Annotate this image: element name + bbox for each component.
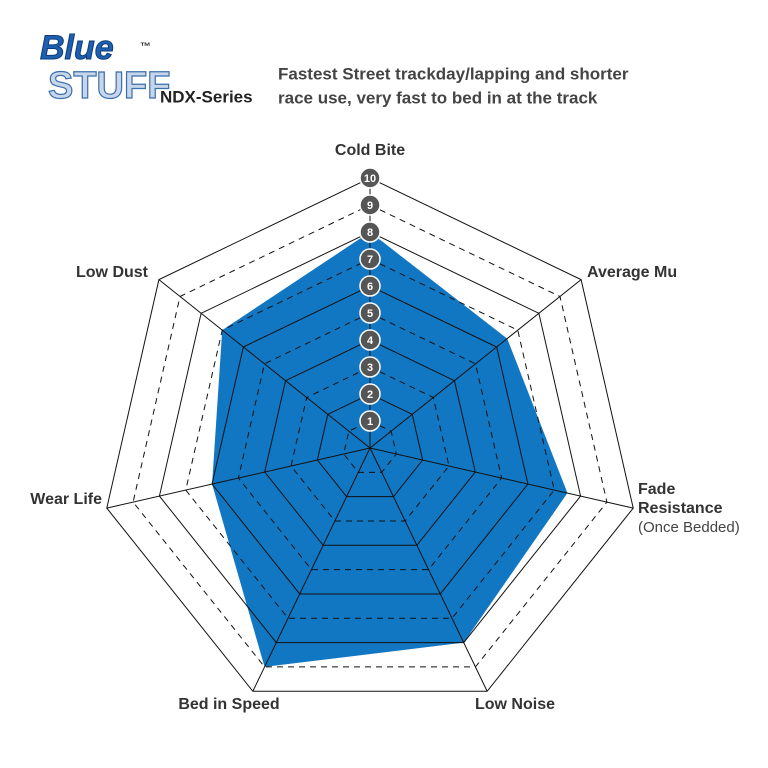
grid-ring <box>132 204 608 668</box>
r-tick-label: 6 <box>367 281 373 293</box>
series: NDX-Series <box>160 87 253 106</box>
category-label: Average Mu <box>587 264 677 281</box>
subtitle: Fastest Street trackday/lapping and shor… <box>278 64 629 83</box>
tick-badge <box>359 221 381 243</box>
grid-ring <box>237 312 503 571</box>
r-tick-label: 3 <box>367 362 373 374</box>
grid-ring <box>106 177 634 692</box>
grid-ring <box>185 258 555 619</box>
brand-bottom: STUFF <box>48 65 170 107</box>
axis-line <box>369 279 582 449</box>
subtitle: race use, very fast to bed in at the tra… <box>278 88 598 107</box>
r-tick-label: 8 <box>367 227 373 239</box>
category-label: Wear Life <box>30 491 102 508</box>
grid-ring <box>343 420 397 473</box>
r-tick-label: 5 <box>367 308 373 320</box>
grid-ring <box>158 231 582 644</box>
tick-badge <box>359 167 381 189</box>
axis-line <box>252 447 371 692</box>
tick-badge <box>359 275 381 297</box>
tick-badge <box>359 329 381 351</box>
r-tick-label: 7 <box>367 254 373 266</box>
category-label: Bed in Speed <box>178 696 279 713</box>
tick-badge <box>359 410 381 432</box>
category-label: Low Dust <box>76 264 149 281</box>
grid-ring <box>290 366 450 522</box>
category-label: Cold Bite <box>335 142 405 159</box>
trademark: ™ <box>140 41 151 53</box>
axis-line <box>369 447 488 692</box>
r-tick-label: 9 <box>367 200 373 212</box>
tick-badge <box>359 248 381 270</box>
r-tick-label: 10 <box>364 173 376 185</box>
tick-badge <box>359 194 381 216</box>
axis-line <box>158 279 371 449</box>
tick-badge <box>359 383 381 405</box>
brand-top: Blue <box>40 29 114 67</box>
category-label: Fade Resistance <box>638 481 723 517</box>
category-label: Low Noise <box>475 696 555 713</box>
r-tick-label: 4 <box>367 335 374 347</box>
grid-ring <box>316 393 424 498</box>
r-tick-label: 1 <box>367 416 373 428</box>
grid-ring <box>264 339 476 546</box>
grid-ring <box>211 285 529 595</box>
data-area <box>212 232 568 667</box>
tick-badge <box>359 356 381 378</box>
axis-line <box>106 447 371 509</box>
r-tick-label: 2 <box>367 389 373 401</box>
category-note: (Once Bedded) <box>638 519 740 536</box>
axis-line <box>369 447 634 509</box>
tick-badge <box>359 302 381 324</box>
